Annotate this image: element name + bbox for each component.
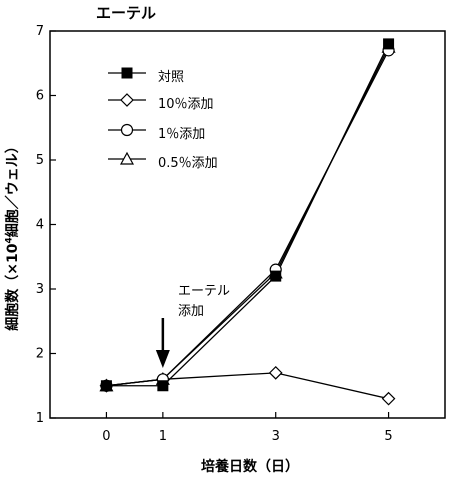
plot-frame bbox=[49, 30, 446, 419]
y-axis-label-suffix: 細胞／ウェル） bbox=[5, 139, 21, 238]
legend-label-05pct: 0.5％添加 bbox=[158, 156, 218, 171]
legend-label-10pct: 10％添加 bbox=[158, 97, 214, 112]
y-axis-label: 細胞数（×104細胞／ウェル） bbox=[2, 139, 22, 330]
y-tick-label: 7 bbox=[36, 24, 44, 39]
y-tick-label: 1 bbox=[36, 411, 44, 426]
data-point-series-0 bbox=[270, 270, 282, 282]
data-point-series-0 bbox=[100, 380, 112, 392]
chart-title: エーテル bbox=[96, 4, 157, 22]
y-axis-label-exponent: 4 bbox=[4, 237, 15, 244]
y-axis-label-prefix: 細胞数（×10 bbox=[5, 243, 21, 331]
y-tick-label: 4 bbox=[36, 218, 44, 233]
legend-marker-0 bbox=[121, 67, 133, 79]
legend-marker-3 bbox=[119, 151, 135, 165]
series-line-3 bbox=[106, 46, 390, 387]
x-tick-label: 5 bbox=[384, 429, 392, 444]
y-tick-label: 6 bbox=[36, 89, 44, 104]
data-point-series-1 bbox=[381, 391, 396, 406]
x-tick-label: 0 bbox=[102, 429, 110, 444]
x-axis-label: 培養日数（日） bbox=[201, 459, 299, 475]
series-line-2 bbox=[106, 50, 390, 387]
annotation-line2: 添加 bbox=[178, 304, 205, 319]
x-tick-label: 3 bbox=[272, 429, 280, 444]
data-point-series-0 bbox=[157, 380, 169, 392]
annotation-arrow-head bbox=[155, 350, 170, 368]
y-tick-label: 3 bbox=[36, 282, 44, 297]
y-tick-label: 5 bbox=[36, 153, 44, 168]
y-tick-label: 2 bbox=[36, 347, 44, 362]
data-point-series-1 bbox=[268, 366, 283, 380]
data-point-series-0 bbox=[383, 38, 395, 50]
x-tick-label: 1 bbox=[159, 429, 167, 444]
series-line-0 bbox=[106, 43, 390, 387]
legend-marker-2 bbox=[120, 123, 134, 137]
legend-label-control: 対照 bbox=[158, 70, 185, 85]
legend-marker-1 bbox=[120, 93, 134, 107]
annotation-line1: エーテル bbox=[178, 284, 231, 299]
legend-label-1pct: 1％添加 bbox=[158, 127, 206, 142]
